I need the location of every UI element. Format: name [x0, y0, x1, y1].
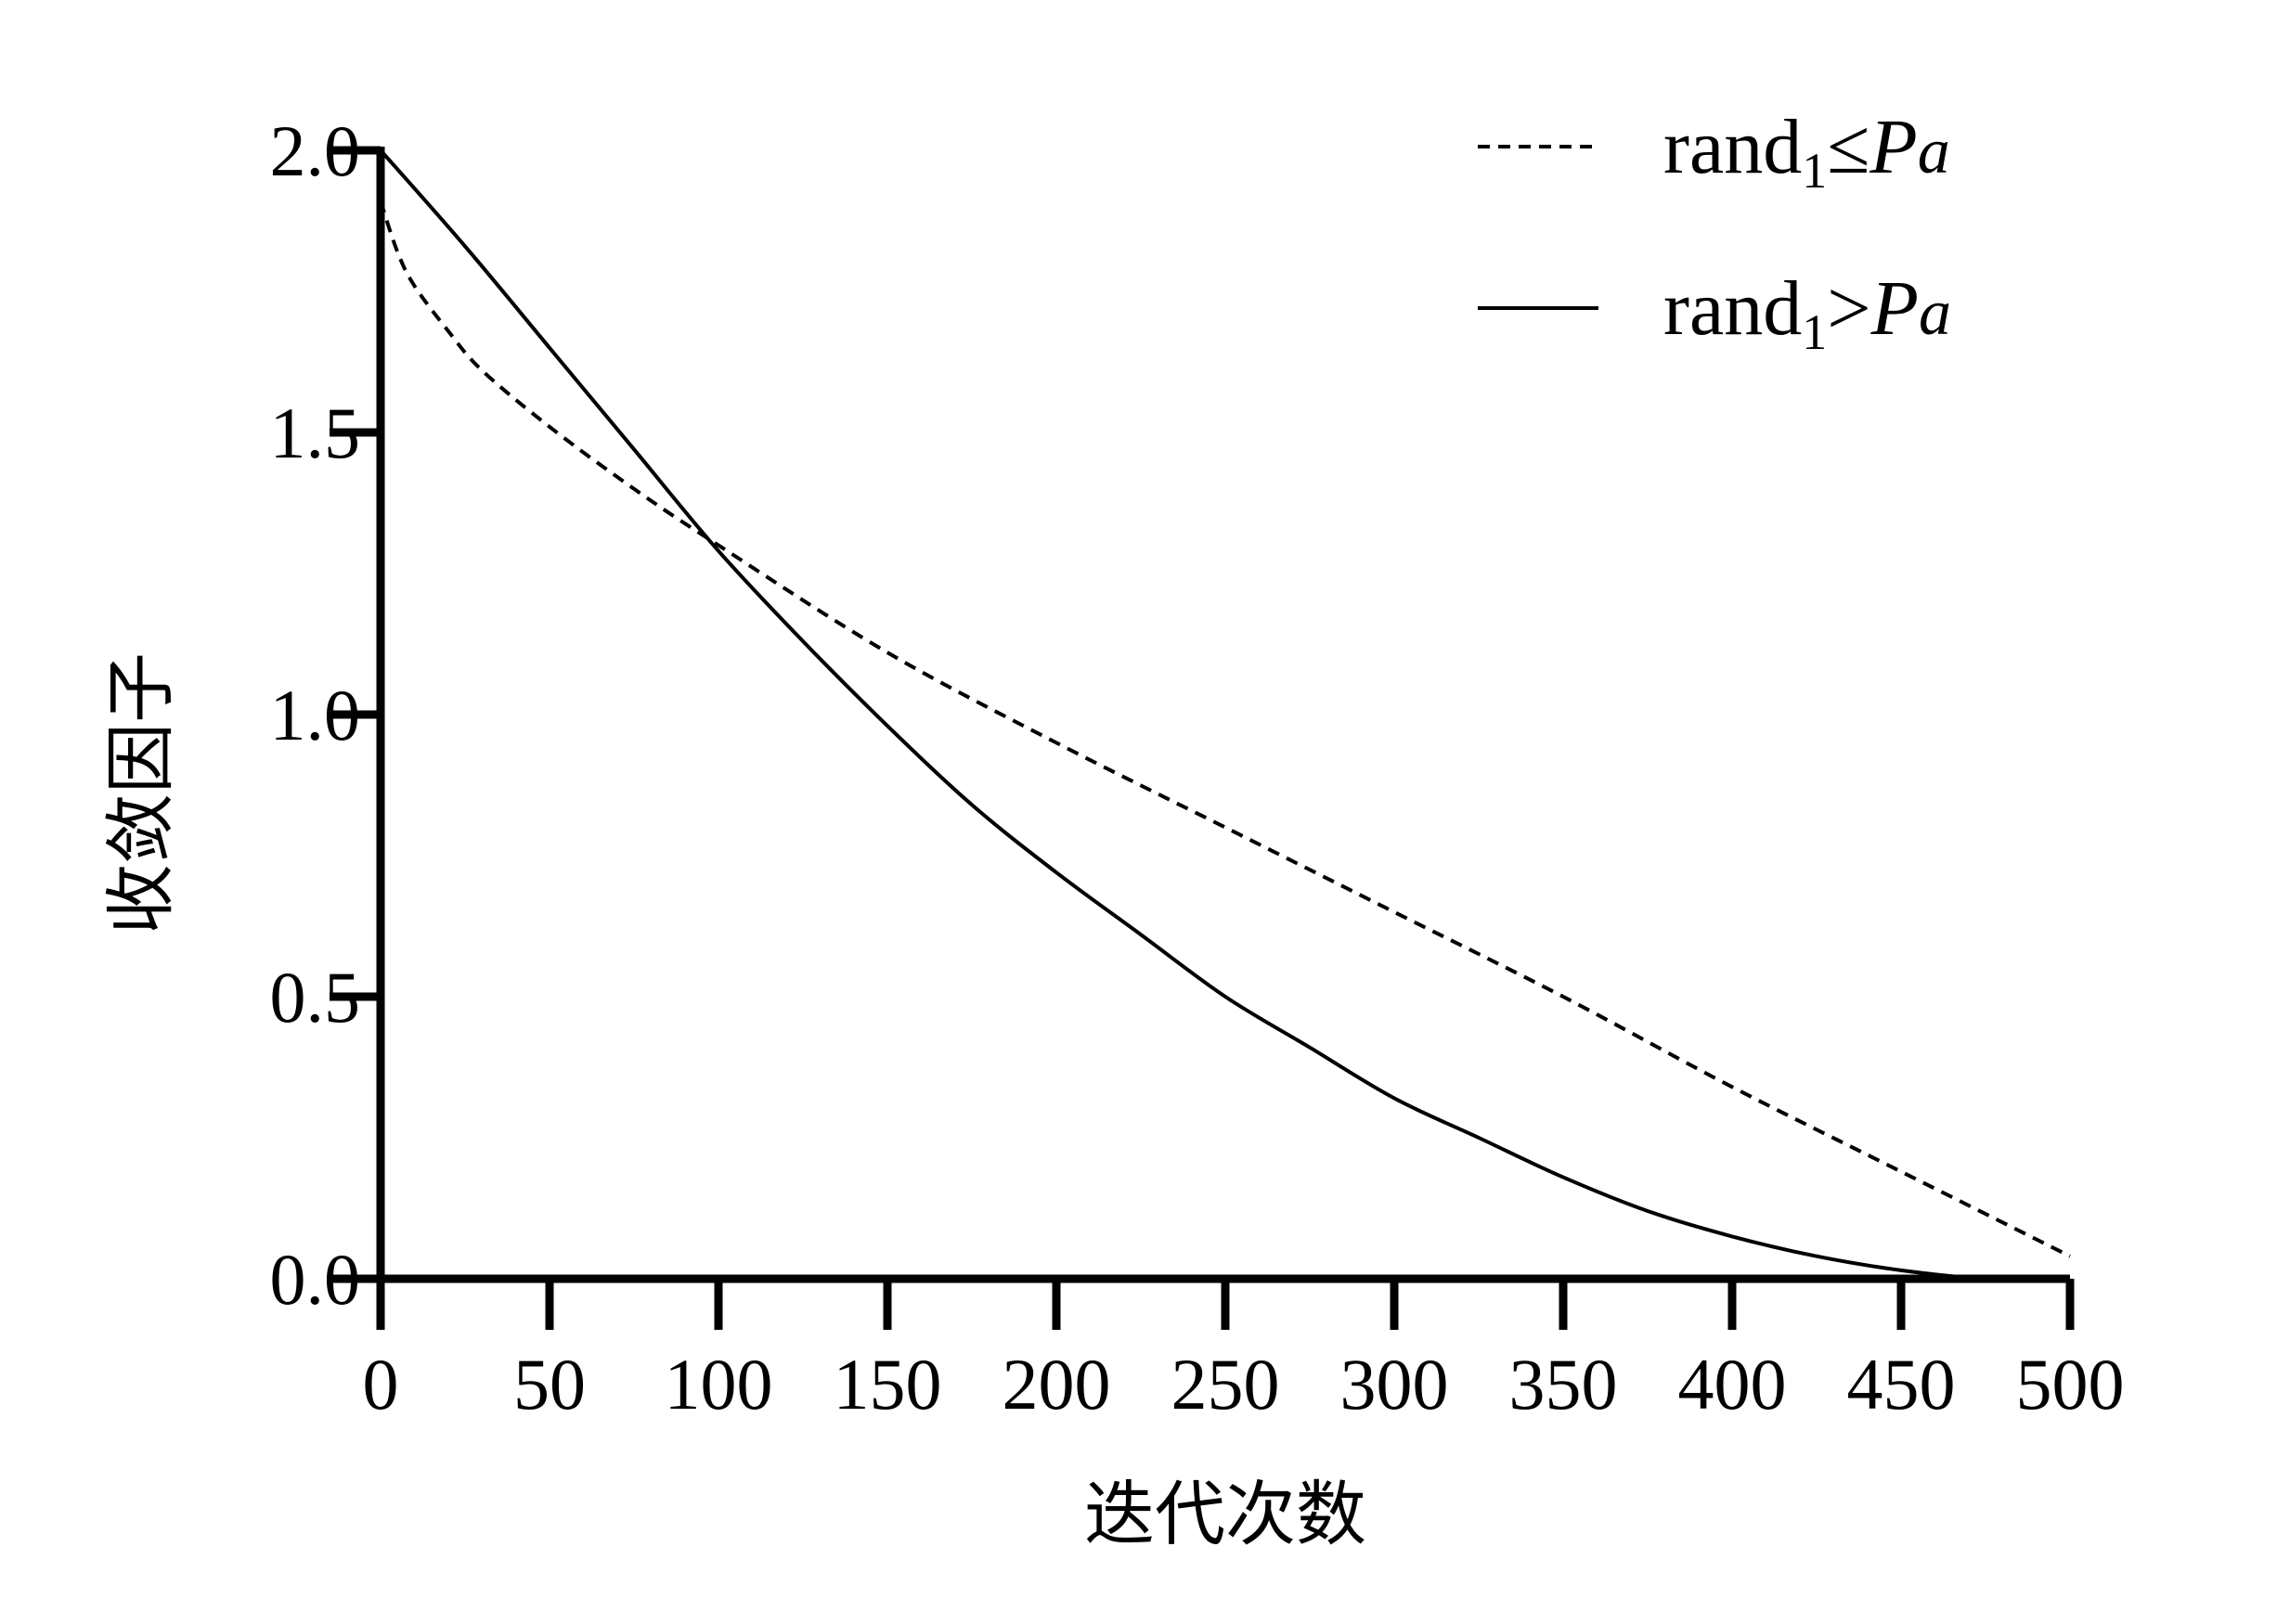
series-line-0: [379, 200, 2071, 1258]
x-tick-label-7: 350: [1509, 1344, 1618, 1424]
x-tick-label-4: 200: [1003, 1344, 1111, 1424]
y-tick-label-1: 0.5: [270, 957, 361, 1038]
y-axis-title: 收敛因子: [99, 652, 182, 934]
x-tick-label-3: 150: [834, 1344, 942, 1424]
ticks: 0 50 100 150 200 250 300 350 400 450 500 0.0 0.5 1.0 1…: [270, 110, 2125, 1424]
x-tick-label-5: 250: [1171, 1344, 1280, 1424]
legend-label-0: rand1≤Pa: [1663, 104, 1950, 199]
series-layer: [379, 148, 2071, 1282]
y-tick-label-3: 1.5: [270, 393, 361, 473]
series-line-1: [379, 148, 2071, 1282]
x-axis-title: 迭代次数: [1084, 1473, 1366, 1555]
x-tick-label-9: 450: [1847, 1344, 1956, 1424]
x-tick-label-8: 400: [1678, 1344, 1787, 1424]
legend: rand1≤Pa rand1>Pa: [1478, 104, 1951, 360]
y-tick-label-2: 1.0: [270, 675, 361, 755]
x-tick-label-10: 500: [2016, 1344, 2125, 1424]
x-tick-label-6: 300: [1340, 1344, 1449, 1424]
x-tick-label-1: 50: [513, 1344, 586, 1424]
y-tick-label-4: 2.0: [270, 110, 361, 191]
x-tick-label-2: 100: [665, 1344, 773, 1424]
legend-label-1: rand1>Pa: [1663, 265, 1951, 360]
y-tick-label-0: 0.0: [270, 1239, 361, 1320]
x-tick-label-0: 0: [363, 1344, 399, 1424]
